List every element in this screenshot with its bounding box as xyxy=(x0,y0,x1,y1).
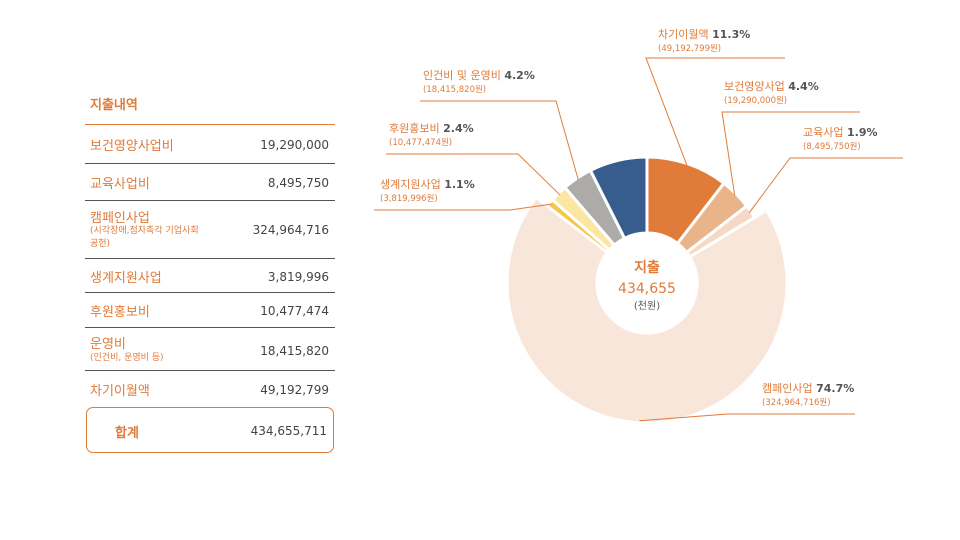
row-name: 후원홍보비 xyxy=(90,305,150,320)
table-row: 생계지원사업 3,819,996 xyxy=(85,259,335,293)
row-subtext: (시각장애,점자촉각 기업사회공헌) xyxy=(90,226,199,249)
slice-label: 인건비 및 운영비 4.2% xyxy=(423,69,535,82)
slice-label: 캠페인사업 74.7% xyxy=(762,382,854,395)
slice-label-name: 후원홍보비 xyxy=(389,121,443,135)
row-value: 18,415,820 xyxy=(260,344,329,358)
table-row: 후원홍보비 10,477,474 xyxy=(85,293,335,328)
row-value: 10,477,474 xyxy=(260,304,329,318)
slice-label-name: 보건영양사업 xyxy=(724,80,788,93)
row-name: 보건영양사업비 xyxy=(90,139,174,154)
table-row: 캠페인사업 (시각장애,점자촉각 기업사회공헌) 324,964,716 xyxy=(85,201,335,259)
slice-label-amount: (18,415,820원) xyxy=(423,85,486,95)
slice-label-percent: 1.1% xyxy=(444,178,475,191)
table-row: 교육사업비 8,495,750 xyxy=(85,163,335,201)
slice-label-name: 인건비 및 운영비 xyxy=(423,69,504,82)
row-name: 캠페인사업 xyxy=(90,211,150,226)
slice-label: 차기이월액 11.3% xyxy=(658,28,750,41)
slice-label-percent: 11.3% xyxy=(712,28,750,41)
total-label: 합계 xyxy=(115,426,139,441)
slice-label-name: 생계지원사업 xyxy=(380,178,444,191)
slice-label: 보건영양사업 4.4% xyxy=(724,80,819,93)
slice-label-percent: 74.7% xyxy=(816,382,854,395)
center-title: 지출 xyxy=(634,259,660,276)
table-row: 운영비 (인건비, 운영비 등) 18,415,820 xyxy=(85,328,335,371)
row-name: 차기이월액 xyxy=(90,384,150,399)
donut-slices xyxy=(505,155,789,425)
row-name: 운영비 xyxy=(90,337,126,352)
slice-label-amount: (19,290,000원) xyxy=(724,96,787,106)
row-value: 8,495,750 xyxy=(267,176,329,190)
table-row: 차기이월액 49,192,799 xyxy=(85,371,335,401)
row-value: 19,290,000 xyxy=(260,138,329,152)
leader-line xyxy=(374,203,552,211)
slice-label-name: 차기이월액 xyxy=(658,28,712,41)
slice-label-amount: (324,964,716원) xyxy=(762,398,831,408)
row-value: 49,192,799 xyxy=(260,383,329,397)
table-row: 보건영양사업비 19,290,000 xyxy=(85,124,335,164)
row-value: 3,819,996 xyxy=(267,270,329,284)
leader-line xyxy=(645,57,785,166)
table-title: 지출내역 xyxy=(90,98,138,113)
row-name: 교육사업비 xyxy=(90,177,150,192)
row-name: 생계지원사업 xyxy=(90,271,162,286)
slice-label-percent: 4.2% xyxy=(504,69,535,82)
slice-label-percent: 4.4% xyxy=(788,80,819,93)
slice-label: 생계지원사업 1.1% xyxy=(380,178,475,191)
slice-label-name: 캠페인사업 xyxy=(762,382,816,395)
total-row: 합계 434,655,711 xyxy=(86,407,334,453)
row-subtext: (인건비, 운영비 등) xyxy=(90,353,164,363)
center-unit: (천원) xyxy=(634,300,660,312)
slice-label-amount: (49,192,799원) xyxy=(658,44,721,54)
row-value: 324,964,716 xyxy=(252,223,329,237)
leader-line xyxy=(386,153,561,196)
leader-line xyxy=(420,100,579,180)
slice-label: 교육사업 1.9% xyxy=(803,126,878,139)
slice-label-percent: 2.4% xyxy=(443,122,474,135)
slice-label-amount: (3,819,996원) xyxy=(380,194,438,204)
center-value: 434,655 xyxy=(618,281,676,297)
leader-line xyxy=(748,157,903,214)
slice-label-percent: 1.9% xyxy=(847,126,878,139)
donut-hole xyxy=(597,233,697,333)
slice-labels: 차기이월액 11.3%(49,192,799원)보건영양사업 4.4%(19,2… xyxy=(374,28,903,422)
slice-label: 후원홍보비 2.4% xyxy=(389,121,474,135)
slice-label-name: 교육사업 xyxy=(803,126,847,139)
slice-label-amount: (8,495,750원) xyxy=(803,142,861,152)
leader-line xyxy=(721,111,860,196)
total-value: 434,655,711 xyxy=(250,424,327,438)
slice-label-amount: (10,477,474원) xyxy=(389,138,452,148)
leader-line xyxy=(639,413,855,422)
